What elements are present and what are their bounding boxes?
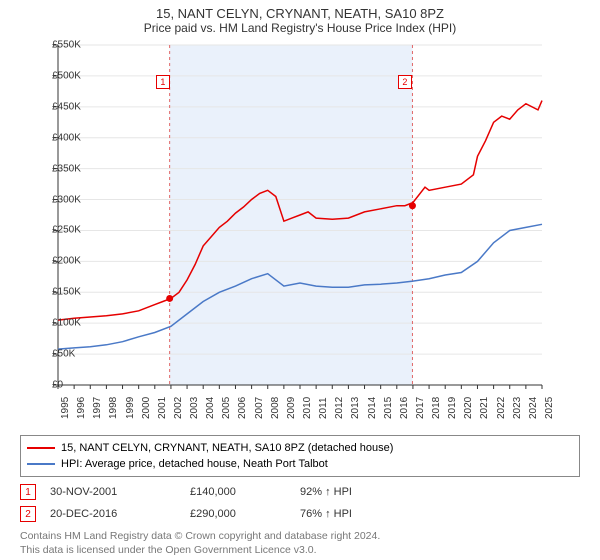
y-axis-label: £350K xyxy=(52,163,58,174)
y-axis-label: £400K xyxy=(52,132,58,143)
x-axis-label: 2018 xyxy=(431,397,442,419)
x-axis-label: 2019 xyxy=(447,397,458,419)
x-axis-label: 2021 xyxy=(479,397,490,419)
x-axis-label: 2014 xyxy=(367,397,378,419)
plot-area: £0 £50K £100K £150K £200K £250K £300K £350K £400… xyxy=(18,39,588,429)
x-axis-label: 1998 xyxy=(108,397,119,419)
x-axis-label: 2020 xyxy=(463,397,474,419)
x-axis-label: 2004 xyxy=(205,397,216,419)
transaction-pct: 92% ↑ HPI xyxy=(300,486,420,498)
transaction-row: 1 30-NOV-2001£140,00092% ↑ HPI xyxy=(20,481,590,503)
x-axis-label: 1995 xyxy=(60,397,71,419)
legend: 15, NANT CELYN, CRYNANT, NEATH, SA10 8PZ… xyxy=(20,435,580,477)
chart-container: 15, NANT CELYN, CRYNANT, NEATH, SA10 8PZ… xyxy=(0,0,600,557)
x-axis-label: 2002 xyxy=(173,397,184,419)
footnote-line-2: This data is licensed under the Open Gov… xyxy=(20,543,590,557)
x-axis-label: 2001 xyxy=(157,397,168,419)
transaction-marker: 2 xyxy=(398,75,412,89)
legend-item: HPI: Average price, detached house, Neat… xyxy=(27,456,573,472)
transaction-price: £140,000 xyxy=(190,486,300,498)
x-axis-label: 2005 xyxy=(221,397,232,419)
x-axis-label: 2015 xyxy=(383,397,394,419)
transaction-badge: 2 xyxy=(20,506,36,522)
transaction-date: 30-NOV-2001 xyxy=(50,486,190,498)
y-axis-label: £200K xyxy=(52,256,58,267)
x-axis-label: 2025 xyxy=(544,397,555,419)
x-axis-label: 1996 xyxy=(76,397,87,419)
y-axis-label: £500K xyxy=(52,70,58,81)
x-axis-label: 2009 xyxy=(286,397,297,419)
x-axis-label: 2011 xyxy=(318,397,329,419)
legend-label: 15, NANT CELYN, CRYNANT, NEATH, SA10 8PZ… xyxy=(61,442,393,454)
transaction-marker: 1 xyxy=(156,75,170,89)
y-axis-label: £550K xyxy=(52,40,58,51)
y-axis-label: £0 xyxy=(52,380,58,391)
x-axis-label: 2003 xyxy=(189,397,200,419)
y-axis-label: £150K xyxy=(52,287,58,298)
footnote: Contains HM Land Registry data © Crown c… xyxy=(20,529,590,557)
chart-title: 15, NANT CELYN, CRYNANT, NEATH, SA10 8PZ xyxy=(10,6,590,21)
transaction-date: 20-DEC-2016 xyxy=(50,508,190,520)
transactions-table: 1 30-NOV-2001£140,00092% ↑ HPI 2 20-DEC-201… xyxy=(20,481,590,525)
legend-swatch xyxy=(27,463,55,465)
x-axis-label: 2013 xyxy=(350,397,361,419)
y-axis-label: £100K xyxy=(52,318,58,329)
y-axis-label: £250K xyxy=(52,225,58,236)
x-axis-label: 2010 xyxy=(302,397,313,419)
transaction-badge: 1 xyxy=(20,484,36,500)
x-axis-label: 2023 xyxy=(512,397,523,419)
y-axis-label: £450K xyxy=(52,101,58,112)
y-axis-label: £300K xyxy=(52,194,58,205)
x-axis-label: 2012 xyxy=(334,397,345,419)
x-axis-label: 2022 xyxy=(496,397,507,419)
x-axis-label: 2016 xyxy=(399,397,410,419)
transaction-price: £290,000 xyxy=(190,508,300,520)
x-axis-label: 2008 xyxy=(270,397,281,419)
x-axis-label: 2007 xyxy=(254,397,265,419)
transaction-pct: 76% ↑ HPI xyxy=(300,508,420,520)
chart-subtitle: Price paid vs. HM Land Registry's House … xyxy=(10,21,590,35)
y-axis-label: £50K xyxy=(52,349,58,360)
x-axis-label: 2024 xyxy=(528,397,539,419)
x-axis-label: 2017 xyxy=(415,397,426,419)
legend-label: HPI: Average price, detached house, Neat… xyxy=(61,458,328,470)
footnote-line-1: Contains HM Land Registry data © Crown c… xyxy=(20,529,590,543)
transaction-row: 2 20-DEC-2016£290,00076% ↑ HPI xyxy=(20,503,590,525)
x-axis-label: 1997 xyxy=(92,397,103,419)
x-axis-label: 2000 xyxy=(141,397,152,419)
x-axis-label: 2006 xyxy=(237,397,248,419)
x-axis-label: 1999 xyxy=(125,397,136,419)
legend-swatch xyxy=(27,447,55,449)
legend-item: 15, NANT CELYN, CRYNANT, NEATH, SA10 8PZ… xyxy=(27,440,573,456)
